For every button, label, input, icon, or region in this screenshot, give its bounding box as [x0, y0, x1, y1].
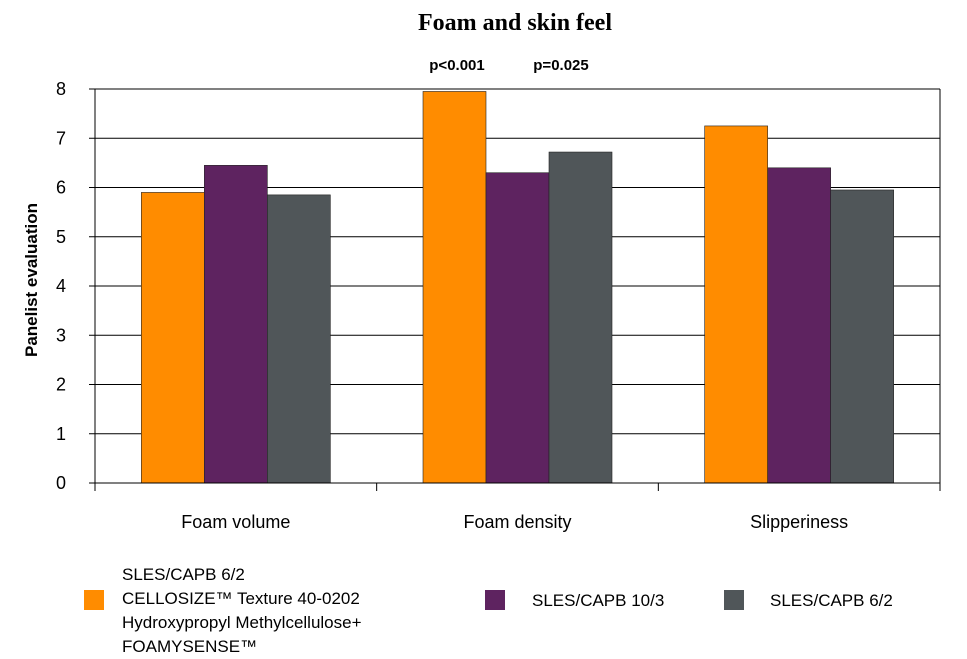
legend-label-series-1: SLES/CAPB 6/2 CELLOSIZE™ Texture 40-0202 H… — [122, 563, 362, 659]
bar — [767, 167, 831, 484]
x-category-label: Slipperiness — [750, 512, 848, 532]
y-tick-label: 8 — [56, 79, 66, 99]
x-category-label: Foam volume — [181, 512, 290, 532]
legend-swatch-orange — [84, 590, 104, 610]
bar — [267, 194, 331, 484]
legend-label-line: CELLOSIZE™ Texture 40-0202 — [122, 589, 360, 608]
y-tick-label: 3 — [56, 325, 66, 345]
legend-label-series-3: SLES/CAPB 6/2 — [770, 591, 893, 610]
bars — [141, 91, 894, 484]
bar — [204, 165, 268, 484]
x-category-label: Foam density — [463, 512, 571, 532]
bar — [548, 151, 613, 484]
bar — [830, 189, 894, 484]
y-tick-label: 4 — [56, 276, 66, 296]
x-category-labels: Foam volume Foam density Slipperiness — [181, 512, 848, 532]
legend-label-line: FOAMYSENSE™ — [122, 637, 258, 656]
chart-title: Foam and skin feel — [418, 10, 612, 36]
y-tick-label: 0 — [56, 473, 66, 493]
y-tick-label: 2 — [56, 375, 66, 395]
y-tick-label: 6 — [56, 178, 66, 198]
annotation-p-value-1: p<0.001 — [429, 57, 484, 74]
legend-label-line: SLES/CAPB 6/2 — [122, 565, 245, 584]
y-tick-label: 7 — [56, 128, 66, 148]
bar — [141, 192, 205, 484]
axes — [89, 88, 941, 491]
bar — [704, 125, 768, 484]
legend-label-line: Hydroxypropyl Methylcellulose+ — [122, 613, 362, 632]
legend-swatch-gray — [724, 590, 744, 610]
annotation-p-value-2: p=0.025 — [533, 57, 588, 74]
y-axis-label: Panelist evaluation — [22, 203, 41, 357]
y-tick-label: 5 — [56, 227, 66, 247]
bar — [485, 172, 550, 484]
legend-label-series-2: SLES/CAPB 10/3 — [532, 591, 665, 610]
legend-swatch-purple — [485, 590, 505, 610]
y-tick-label: 1 — [56, 424, 66, 444]
bar — [422, 91, 487, 484]
y-tick-labels: 0 1 2 3 4 5 6 7 8 — [56, 79, 66, 493]
